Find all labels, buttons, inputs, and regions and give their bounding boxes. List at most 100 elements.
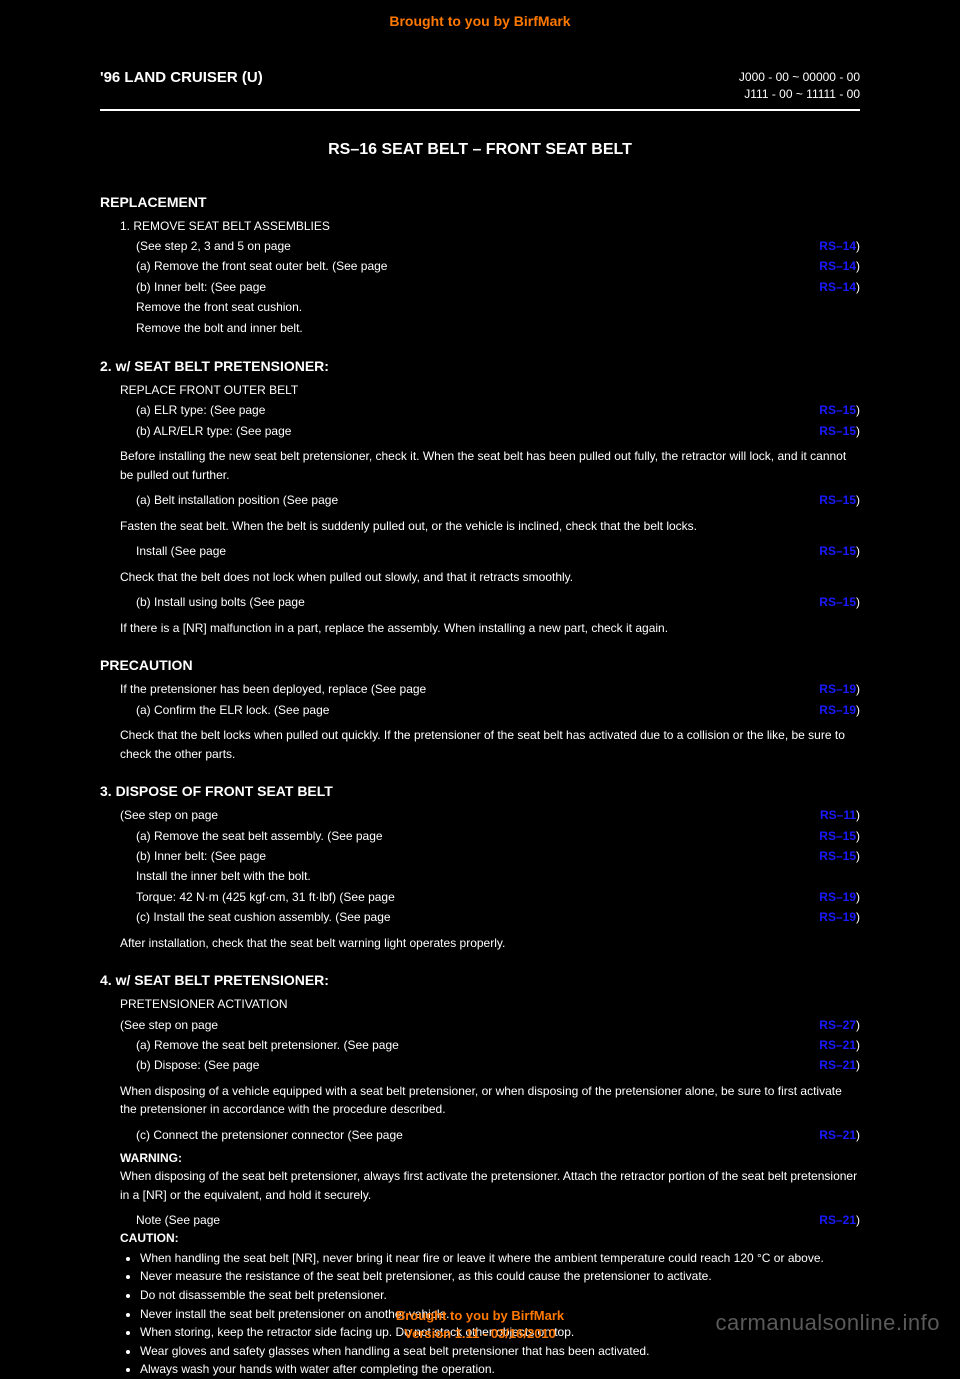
toc-text: (a) Remove the seat belt assembly. (See … [136, 826, 383, 846]
toc-text: (c) Install the seat cushion assembly. (… [136, 907, 391, 927]
toc-line: (See step 2, 3 and 5 on page RS–14) [100, 236, 860, 256]
watermark: carmanualsonline.info [715, 1310, 940, 1336]
page-ref-suffix: ) [856, 280, 860, 294]
warning-text: When disposing of the seat belt pretensi… [100, 1167, 860, 1204]
toc-line: (a) ELR type: (See page RS–15) [100, 400, 860, 420]
page-ref-link[interactable]: RS–15 [819, 544, 856, 558]
toc-line: (b) Inner belt: (See page RS–14) [100, 277, 860, 297]
toc-text: REPLACE FRONT OUTER BELT [120, 380, 298, 400]
page-ref-wrapper: RS–21) [819, 1055, 860, 1075]
toc-line: (c) Install the seat cushion assembly. (… [100, 907, 860, 927]
toc-line: (b) Install using bolts (See page RS–15) [100, 592, 860, 612]
page-ref-wrapper: RS–14) [819, 256, 860, 276]
body-paragraph: Check that the belt does not lock when p… [100, 568, 860, 587]
toc-line: Remove the front seat cushion. [100, 297, 860, 317]
toc-text: (a) ELR type: (See page [136, 400, 265, 420]
toc-line: 1. REMOVE SEAT BELT ASSEMBLIES [100, 216, 860, 236]
page-ref-link[interactable]: RS–19 [819, 910, 856, 924]
page-ref-link[interactable]: RS–15 [819, 403, 856, 417]
page-ref-wrapper: RS–15) [819, 592, 860, 612]
body-paragraph: After installation, check that the seat … [100, 934, 860, 953]
caution-item: When handling the seat belt [NR], never … [140, 1249, 860, 1268]
page-ref-link[interactable]: RS–27 [819, 1018, 856, 1032]
page-ref-wrapper: RS–15) [819, 490, 860, 510]
toc-text: Remove the bolt and inner belt. [136, 318, 303, 338]
toc-text: (a) Remove the front seat outer belt. (S… [136, 256, 387, 276]
page-ref-link[interactable]: RS–19 [819, 682, 856, 696]
section-heading: 2. w/ SEAT BELT PRETENSIONER: [100, 358, 860, 374]
page-ref-link[interactable]: RS–11 [820, 808, 856, 822]
page-ref-wrapper: RS–19) [819, 679, 860, 699]
toc-text: Note (See page [136, 1210, 220, 1230]
page-ref-link[interactable]: RS–14 [819, 239, 856, 253]
page-ref-link[interactable]: RS–15 [819, 424, 856, 438]
body-paragraph: Check that the belt locks when pulled ou… [100, 726, 860, 763]
toc-text: (c) Connect the pretensioner connector (… [136, 1125, 403, 1145]
page-ref-suffix: ) [856, 403, 860, 417]
page-ref-link[interactable]: RS–15 [819, 849, 856, 863]
toc-text: (a) Confirm the ELR lock. (See page [136, 700, 329, 720]
toc-line: Install the inner belt with the bolt. [100, 866, 860, 886]
page-ref-wrapper: RS–15) [819, 400, 860, 420]
toc-text: Install the inner belt with the bolt. [136, 866, 311, 886]
toc-line: (See step on page RS–27) [100, 1015, 860, 1035]
page-ref-suffix: ) [856, 849, 860, 863]
toc-list: REPLACEMENT1. REMOVE SEAT BELT ASSEMBLIE… [100, 194, 860, 1379]
page-ref-link[interactable]: RS–21 [819, 1213, 856, 1227]
page-ref-link[interactable]: RS–21 [819, 1038, 856, 1052]
toc-text: (See step on page [120, 1015, 218, 1035]
vin-line-1: J000 - 00 ~ 00000 - 00 [739, 69, 860, 86]
toc-line: Remove the bolt and inner belt. [100, 318, 860, 338]
page-header: '96 LAND CRUISER (U) J000 - 00 ~ 00000 -… [100, 69, 860, 111]
body-paragraph: When disposing of a vehicle equipped wit… [100, 1082, 860, 1119]
toc-line: Install (See page RS–15) [100, 541, 860, 561]
page-ref-link[interactable]: RS–14 [819, 280, 856, 294]
toc-line: (a) Remove the seat belt pretensioner. (… [100, 1035, 860, 1055]
toc-line: (b) ALR/ELR type: (See page RS–15) [100, 421, 860, 441]
toc-line: (See step on page RS–11) [100, 805, 860, 825]
page-ref-suffix: ) [856, 595, 860, 609]
page-ref-wrapper: RS–15) [819, 846, 860, 866]
page-ref-wrapper: RS–21) [819, 1125, 860, 1145]
warning-block: WARNING:When disposing of the seat belt … [100, 1151, 860, 1204]
toc-line: PRETENSIONER ACTIVATION [100, 994, 860, 1014]
page-ref-wrapper: RS–14) [819, 236, 860, 256]
page-ref-wrapper: RS–19) [819, 700, 860, 720]
page-ref-wrapper: RS–21) [819, 1210, 860, 1230]
toc-text: (a) Remove the seat belt pretensioner. (… [136, 1035, 399, 1055]
page-ref-suffix: ) [856, 424, 860, 438]
page-ref-suffix: ) [856, 1213, 860, 1227]
toc-line: If the pretensioner has been deployed, r… [100, 679, 860, 699]
page-ref-link[interactable]: RS–21 [819, 1128, 856, 1142]
toc-line: Torque: 42 N·m (425 kgf·cm, 31 ft·lbf) (… [100, 887, 860, 907]
model-label: '96 LAND CRUISER (U) [100, 69, 263, 86]
page-ref-link[interactable]: RS–15 [819, 493, 856, 507]
page-ref-link[interactable]: RS–15 [819, 595, 856, 609]
toc-line: (c) Connect the pretensioner connector (… [100, 1125, 860, 1145]
toc-text: (See step on page [120, 805, 218, 825]
toc-line: (a) Remove the seat belt assembly. (See … [100, 826, 860, 846]
toc-text: Install (See page [136, 541, 226, 561]
page-ref-suffix: ) [856, 493, 860, 507]
caution-label: CAUTION: [100, 1231, 860, 1245]
page-ref-suffix: ) [856, 910, 860, 924]
page-ref-link[interactable]: RS–21 [819, 1058, 856, 1072]
page-ref-link[interactable]: RS–15 [819, 829, 856, 843]
toc-text: PRETENSIONER ACTIVATION [120, 994, 288, 1014]
page-ref-link[interactable]: RS–19 [819, 890, 856, 904]
toc-line: (b) Dispose: (See page RS–21) [100, 1055, 860, 1075]
toc-text: If the pretensioner has been deployed, r… [120, 679, 426, 699]
page-ref-wrapper: RS–15) [819, 421, 860, 441]
toc-text: (b) ALR/ELR type: (See page [136, 421, 291, 441]
toc-text: (b) Dispose: (See page [136, 1055, 259, 1075]
toc-text: (b) Install using bolts (See page [136, 592, 305, 612]
toc-text: 1. REMOVE SEAT BELT ASSEMBLIES [120, 216, 330, 236]
page-ref-suffix: ) [856, 1018, 860, 1032]
page-ref-suffix: ) [856, 890, 860, 904]
body-paragraph: Fasten the seat belt. When the belt is s… [100, 517, 860, 536]
page-ref-link[interactable]: RS–14 [819, 259, 856, 273]
page-ref-suffix: ) [856, 1038, 860, 1052]
body-paragraph: Before installing the new seat belt pret… [100, 447, 860, 484]
page-ref-suffix: ) [856, 259, 860, 273]
page-ref-link[interactable]: RS–19 [819, 703, 856, 717]
